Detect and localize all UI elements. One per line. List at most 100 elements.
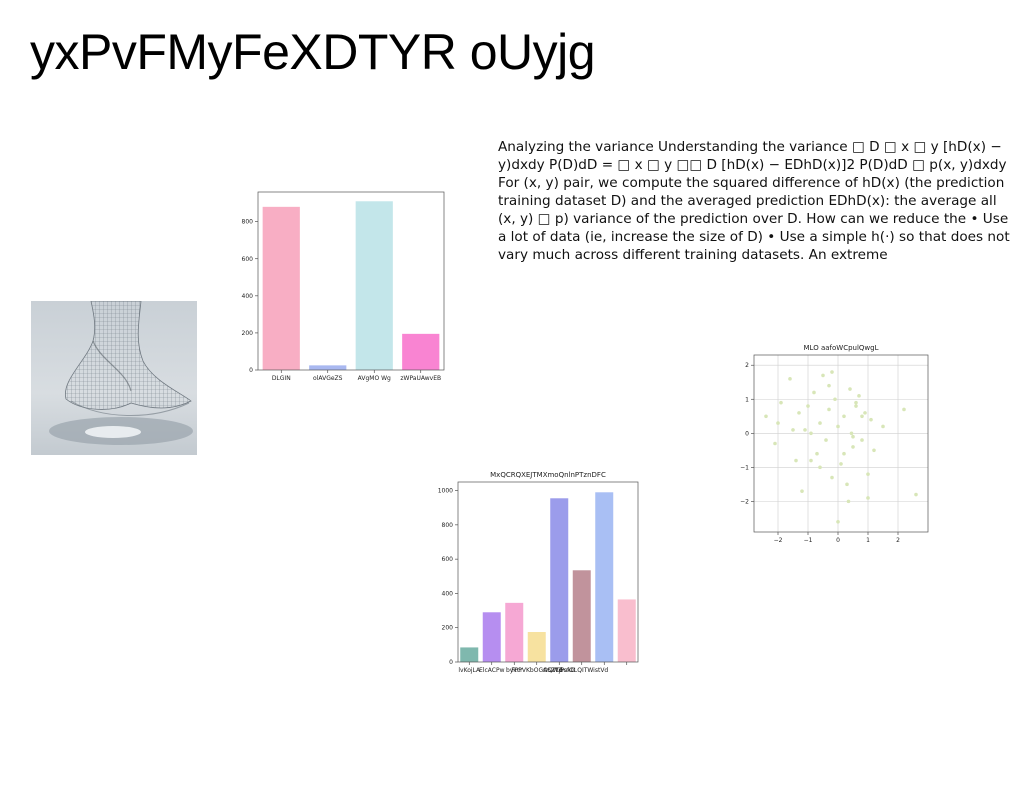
scatter-point-4 <box>791 428 795 432</box>
x-tick-label: olAVGeZS <box>313 375 343 382</box>
scatter-point-19 <box>842 414 846 419</box>
scatter-point-0 <box>764 414 768 419</box>
y-tick-label: 800 <box>442 522 454 529</box>
chart-title: MLO aafoWCpulQwgL <box>804 344 879 352</box>
chart-title: MxQCRQXEJTMXmoQnlnPTznDFC <box>490 471 606 479</box>
scatter-point-27 <box>860 438 864 442</box>
scatter-point-33 <box>809 431 813 436</box>
scatter-point-14 <box>827 407 831 412</box>
y-tick-label: 0 <box>449 659 453 666</box>
bar-chart-b: MxQCRQXEJTMXmoQnlnPTznDFC 0 200 400 600 800 10… <box>426 464 646 678</box>
scatter-point-43 <box>881 424 885 429</box>
bar-6 <box>595 492 614 662</box>
x-tick-label: −2 <box>774 537 783 544</box>
scatter-point-24 <box>851 445 855 449</box>
bar-2 <box>505 602 524 662</box>
x-tick-label: DLGIN <box>272 375 291 382</box>
y-tick-label: 800 <box>242 219 254 226</box>
y-tick-label: 200 <box>442 625 454 632</box>
wireframe-sculpture-image <box>31 301 197 455</box>
y-tick-label: 400 <box>442 590 454 597</box>
scatter-point-11 <box>818 421 822 425</box>
plot-frame <box>257 191 445 371</box>
scatter-point-44 <box>902 407 906 412</box>
scatter-point-37 <box>866 496 870 500</box>
scatter-point-9 <box>812 390 816 395</box>
y-tick-label: 400 <box>242 293 254 300</box>
bar-0 <box>460 647 479 662</box>
y-tick-label: −1 <box>740 464 749 471</box>
scatter-point-41 <box>836 519 840 524</box>
body-paragraph: Analyzing the variance Understanding the… <box>498 139 1010 263</box>
y-tick-label: 0 <box>249 367 253 374</box>
scatter-point-2 <box>779 400 783 405</box>
scatter-point-30 <box>869 417 873 422</box>
y-tick-label: 1000 <box>438 488 453 495</box>
bar-3 <box>527 632 546 662</box>
bar-5 <box>572 570 591 662</box>
scatter-point-1 <box>773 441 777 446</box>
scatter-point-18 <box>839 462 843 466</box>
scatter-point-46 <box>860 414 864 419</box>
scatter-point-10 <box>815 451 819 456</box>
scatter-point-32 <box>794 458 798 463</box>
chart-svg: MxQCRQXEJTMXmoQnlnPTznDFC 0 200 400 600 800 10… <box>438 471 639 674</box>
scatter-point-23 <box>849 431 854 436</box>
x-tick-label: AVgMO Wg <box>358 375 391 382</box>
scatter-point-5 <box>797 411 801 415</box>
scatter-point-16 <box>833 397 837 402</box>
bar-1 <box>482 612 501 662</box>
chart-svg: MLO aafoWCpulQwgL −2 −1 0 1 2 −2 −1 0 1 2 <box>740 344 929 544</box>
y-tick-label: 2 <box>745 362 749 369</box>
y-tick-label: −2 <box>740 498 749 505</box>
scatter-point-21 <box>846 499 851 504</box>
scatter-point-17 <box>836 424 840 429</box>
scatter-point-3 <box>788 377 792 381</box>
y-tick-label: 1 <box>745 396 749 403</box>
scatter-point-38 <box>914 492 918 497</box>
x-tick-label: 0 <box>836 537 840 544</box>
x-tick-label: zWPaUAwvEB <box>400 375 441 382</box>
scatter-point-15 <box>830 475 834 480</box>
x-tick-label: bykcr <box>506 667 523 674</box>
scatter-point-35 <box>842 451 846 456</box>
scatter-point-6 <box>800 489 804 493</box>
scatter-point-26 <box>857 394 861 398</box>
scatter-point-25 <box>854 404 858 408</box>
x-tick-label: −1 <box>804 537 813 544</box>
x-tick-label: FPPVKbOGOQWd <box>511 667 562 674</box>
scatter-point-7 <box>806 404 810 408</box>
bar-0 <box>262 206 300 370</box>
y-tick-label: 600 <box>442 556 454 563</box>
scatter-point-45 <box>818 465 822 470</box>
scatter-point-36 <box>854 400 858 405</box>
scatter-point-31 <box>872 448 876 453</box>
y-tick-label: 600 <box>242 256 254 263</box>
scatter-point-12 <box>821 373 825 378</box>
y-tick-label: 200 <box>242 330 254 337</box>
scatter-point-42 <box>851 434 855 439</box>
scatter-chart: MLO aafoWCpulQwgL −2 −1 0 1 2 −2 −1 0 1 2 <box>738 340 936 548</box>
x-tick-label: 1 <box>866 537 870 544</box>
x-tick-label: CbufOLQITWistVd <box>555 667 608 674</box>
x-tick-label: 2 <box>896 537 900 544</box>
bar-3 <box>402 333 440 370</box>
scatter-point-13 <box>824 438 828 442</box>
scatter-point-20 <box>845 482 849 487</box>
scatter-point-22 <box>848 387 852 391</box>
page-title: yxPvFMyFeXDTYR oUyjg <box>30 24 596 80</box>
bar-1 <box>309 365 347 370</box>
bar-chart-a: 0 200 400 600 800 DLGIN olAVGeZS AVgMO Wg zWPaUA… <box>240 182 452 384</box>
bar-7 <box>617 599 636 662</box>
scatter-point-29 <box>866 472 870 476</box>
bar-4 <box>550 498 569 662</box>
scatter-point-39 <box>776 421 780 425</box>
scatter-point-47 <box>830 370 834 374</box>
plot-frame <box>457 481 639 663</box>
bar-2 <box>355 201 393 370</box>
x-tick-label: ASZTjPsxD <box>543 667 576 674</box>
y-tick-label: 0 <box>745 430 749 437</box>
scatter-point-40 <box>803 428 807 432</box>
scatter-point-34 <box>827 383 831 388</box>
chart-svg: 0 200 400 600 800 DLGIN olAVGeZS AVgMO Wg zWPaUA… <box>242 191 445 382</box>
